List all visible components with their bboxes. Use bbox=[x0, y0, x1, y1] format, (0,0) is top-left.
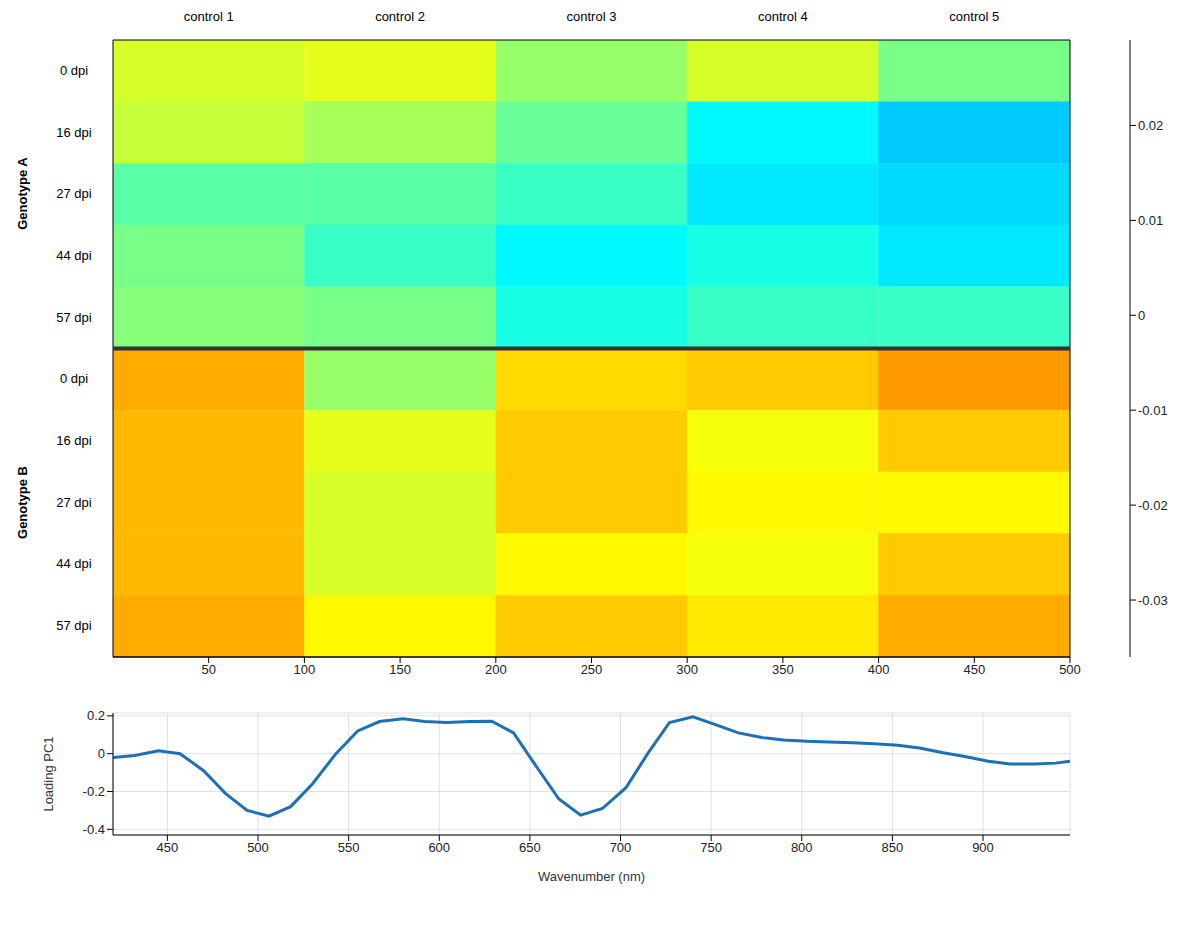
html-text:Genotype B: Genotype B bbox=[14, 465, 30, 539]
svg-text:350: 350 bbox=[772, 662, 794, 677]
html-text:16 dpi: 16 dpi bbox=[56, 124, 92, 140]
html-text:57 dpi: 57 dpi bbox=[56, 309, 92, 325]
html-text:0 dpi: 0 dpi bbox=[59, 371, 89, 387]
html-text:57 dpi: 57 dpi bbox=[56, 618, 92, 634]
svg-text:650: 650 bbox=[519, 840, 541, 855]
svg-text:0: 0 bbox=[1138, 308, 1145, 323]
svg-text:300: 300 bbox=[676, 662, 698, 677]
svg-text:Loading PC1: Loading PC1 bbox=[41, 736, 56, 811]
html-text:control 5: control 5 bbox=[949, 9, 1000, 24]
html-text:44 dpi: 44 dpi bbox=[56, 556, 92, 572]
html-text:44 dpi: 44 dpi bbox=[56, 247, 92, 263]
svg-text:750: 750 bbox=[700, 840, 722, 855]
svg-text:800: 800 bbox=[791, 840, 813, 855]
svg-text:-0.4: -0.4 bbox=[83, 822, 105, 837]
svg-text:-0.2: -0.2 bbox=[83, 784, 105, 799]
svg-text:900: 900 bbox=[972, 840, 994, 855]
svg-text:0: 0 bbox=[98, 746, 105, 761]
svg-text:600: 600 bbox=[428, 840, 450, 855]
html-text:27 dpi: 27 dpi bbox=[56, 494, 92, 510]
svg-text:400: 400 bbox=[868, 662, 890, 677]
svg-text:150: 150 bbox=[389, 662, 411, 677]
svg-text:0.2: 0.2 bbox=[87, 708, 105, 723]
svg-text:50: 50 bbox=[201, 662, 215, 677]
svg-text:-0.01: -0.01 bbox=[1138, 403, 1168, 418]
svg-text:100: 100 bbox=[294, 662, 316, 677]
html-text:control 4: control 4 bbox=[757, 9, 808, 24]
svg-text:Wavenumber (nm): Wavenumber (nm) bbox=[538, 869, 645, 884]
svg-text:850: 850 bbox=[882, 840, 904, 855]
svg-text:450: 450 bbox=[963, 662, 985, 677]
svg-text:450: 450 bbox=[157, 840, 179, 855]
svg-text:550: 550 bbox=[338, 840, 360, 855]
html-text:control 1: control 1 bbox=[183, 9, 234, 24]
svg-text:250: 250 bbox=[581, 662, 603, 677]
html-text:27 dpi: 27 dpi bbox=[56, 186, 92, 202]
html-text:Genotype A: Genotype A bbox=[14, 157, 30, 230]
html-text:16 dpi: 16 dpi bbox=[56, 433, 92, 448]
svg-text:700: 700 bbox=[610, 840, 632, 855]
svg-text:500: 500 bbox=[247, 840, 269, 855]
svg-text:-0.03: -0.03 bbox=[1138, 593, 1168, 608]
html-text:control 2: control 2 bbox=[375, 9, 425, 24]
html-text:0 dpi: 0 dpi bbox=[59, 62, 89, 78]
svg-text:200: 200 bbox=[485, 662, 507, 677]
svg-text:0.02: 0.02 bbox=[1138, 118, 1163, 133]
svg-text:-0.02: -0.02 bbox=[1138, 498, 1168, 513]
svg-text:500: 500 bbox=[1059, 662, 1081, 677]
html-text:control 3: control 3 bbox=[566, 9, 617, 24]
svg-text:0.01: 0.01 bbox=[1138, 213, 1163, 228]
